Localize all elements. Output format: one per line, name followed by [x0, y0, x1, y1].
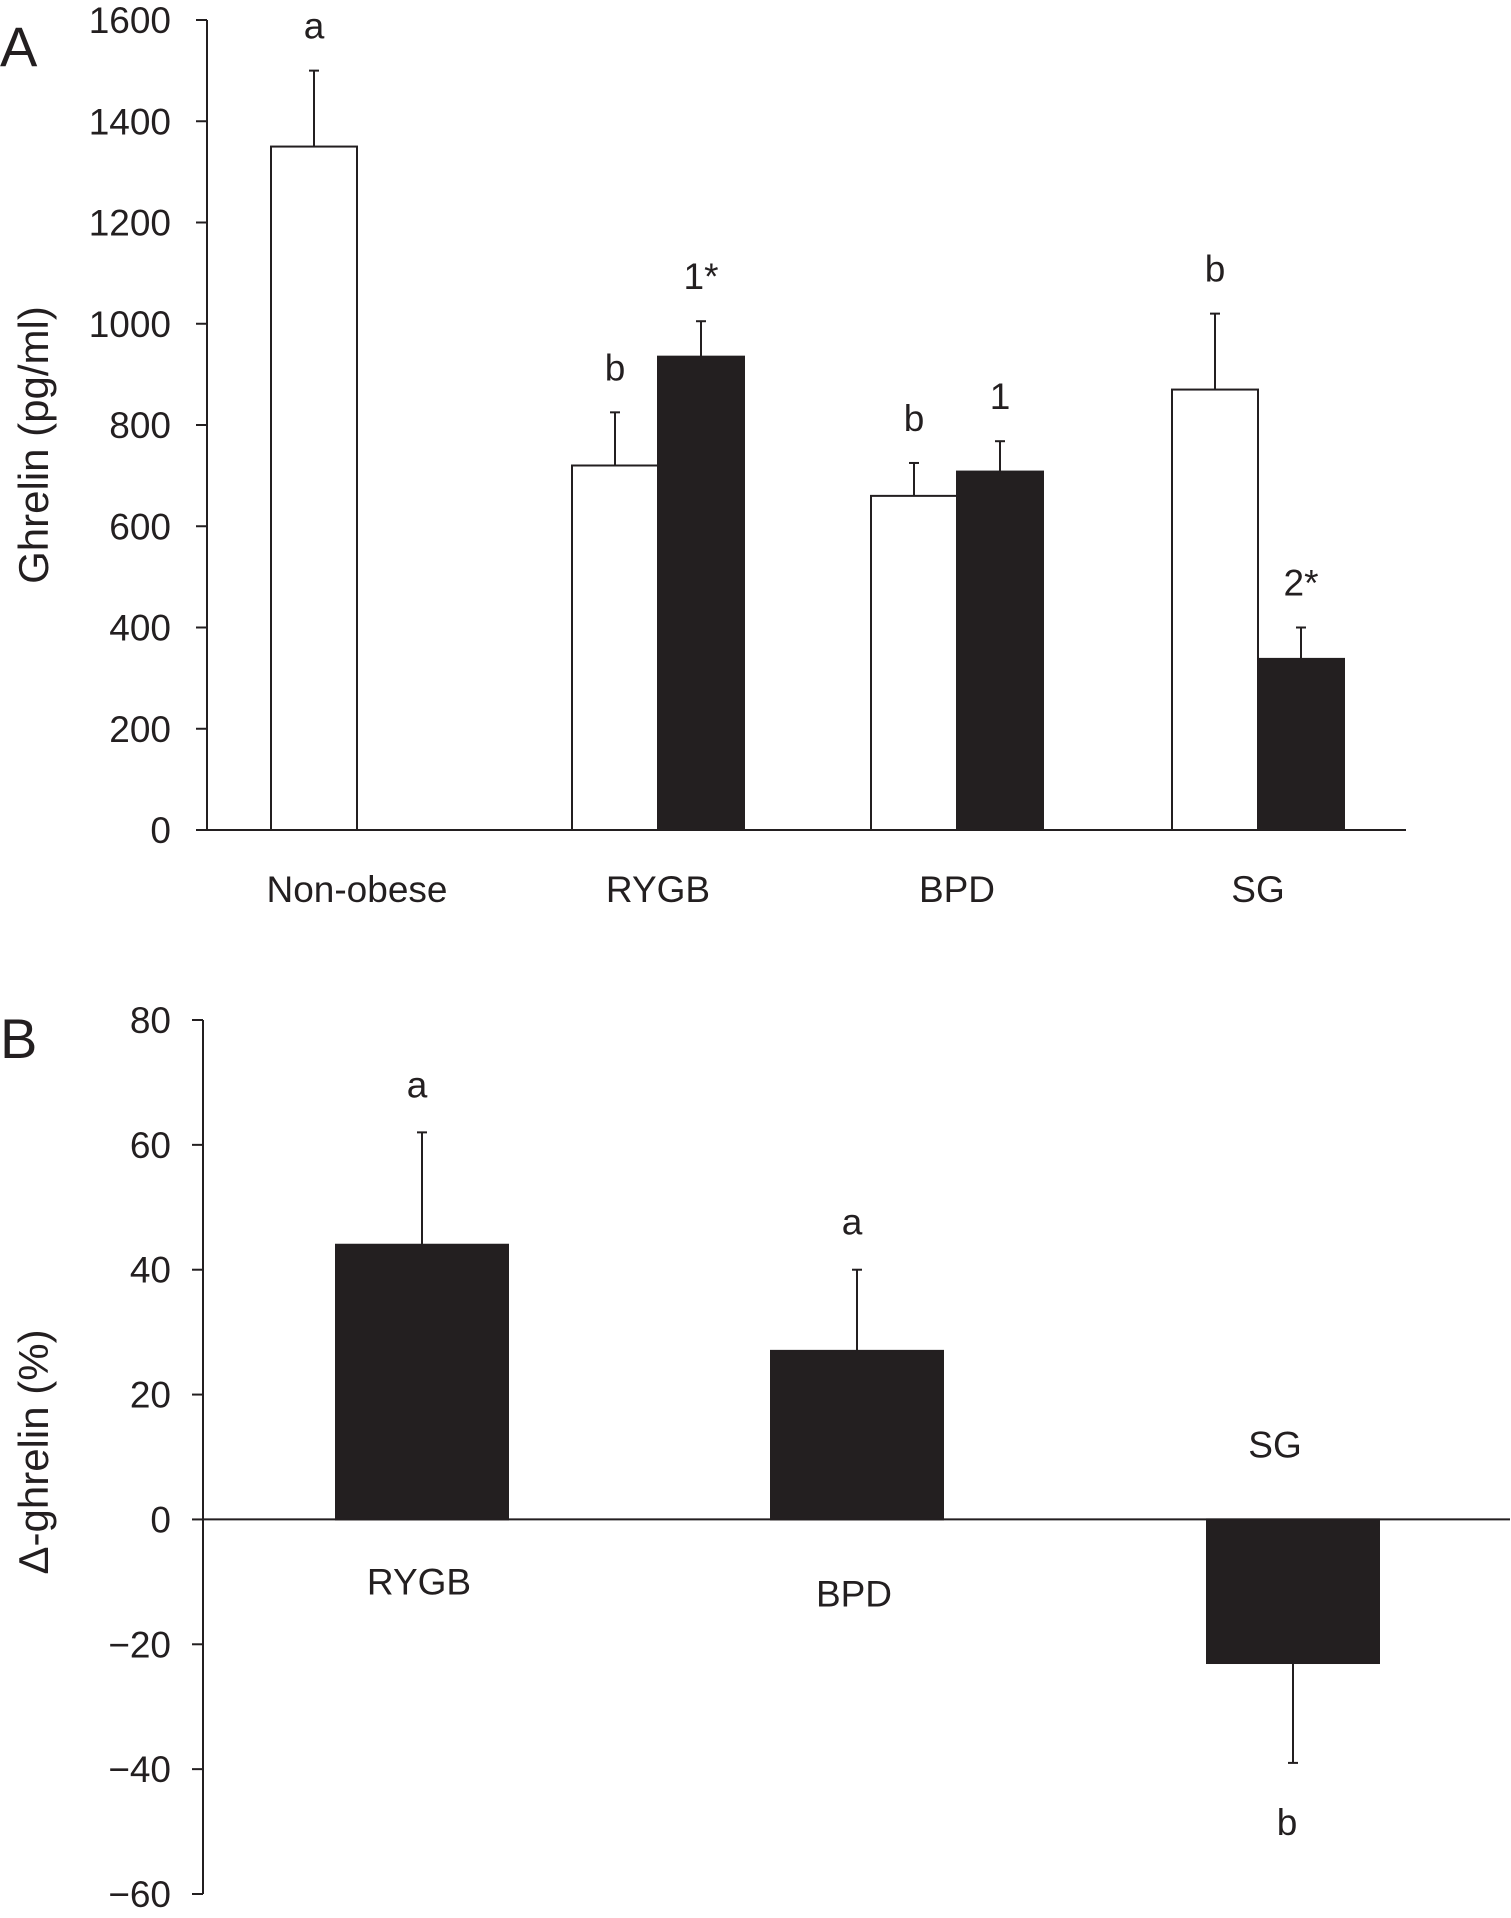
panel-b-chart: B Δ-ghrelin (%) 80 60 40 20 0 −20 −40 −60 a RYGB a…	[0, 1000, 1510, 1915]
panel-a-chart: A Ghrelin (pg/ml) 0 200 400 600 800 1000 1200 1…	[0, 0, 1406, 910]
panel-b-significance-label: a	[407, 1064, 428, 1105]
panel-b-significance-label: a	[842, 1202, 863, 1243]
panel-a-category-label: BPD	[919, 869, 995, 910]
panel-a-significance-label: 1	[990, 376, 1011, 417]
panel-a-bar	[571, 464, 659, 831]
panel-b-category-label: SG	[1248, 1424, 1301, 1465]
panel-a-bar	[870, 494, 958, 831]
panel-a-bar	[657, 355, 745, 831]
panel-a-y-tick-label: 0	[150, 810, 171, 851]
panel-b-letter: B	[0, 1007, 37, 1070]
panel-a-significance-label: 2*	[1284, 563, 1319, 604]
panel-a-bar	[956, 470, 1044, 831]
panel-a-letter: A	[0, 15, 38, 78]
panel-b-y-tick-label: 80	[130, 1000, 171, 1041]
panel-a-bar	[1171, 388, 1259, 831]
panel-b-category-label: RYGB	[367, 1561, 471, 1602]
panel-a-significance-label: b	[605, 347, 626, 388]
panel-b-bar	[1206, 1518, 1380, 1665]
panel-b-y-tick-label: 0	[150, 1499, 171, 1540]
panel-b-y-tick-label: −60	[108, 1874, 171, 1915]
panel-a-bar	[1257, 657, 1345, 832]
panel-a-y-tick-label: 1200	[89, 203, 171, 244]
panel-b-y-tick-label: −20	[108, 1624, 171, 1665]
panel-a-y-tick-label: 400	[109, 608, 171, 649]
panel-a-significance-label: 1*	[684, 256, 719, 297]
panel-a-significance-label: a	[304, 6, 325, 47]
panel-a-category-label: SG	[1231, 869, 1284, 910]
panel-b-y-axis-label: Δ-ghrelin (%)	[10, 1329, 57, 1574]
panel-a-y-tick-label: 800	[109, 405, 171, 446]
panel-a-y-tick-label: 600	[109, 506, 171, 547]
panel-b-significance-label: b	[1277, 1802, 1298, 1843]
panel-a-y-tick-label: 200	[109, 709, 171, 750]
panel-a-significance-label: b	[1205, 249, 1226, 290]
panel-b-y-tick-label: 20	[130, 1375, 171, 1416]
panel-a-y-tick-label: 1400	[89, 101, 171, 142]
panel-b-bar	[770, 1349, 944, 1521]
panel-b-y-tick-label: −40	[108, 1749, 171, 1790]
panel-a-category-label: Non-obese	[266, 869, 447, 910]
panel-a-bar	[270, 145, 358, 831]
panel-a-y-tick-label: 1600	[89, 0, 171, 41]
panel-b-y-tick-label: 40	[130, 1250, 171, 1291]
panel-a-significance-label: b	[904, 398, 925, 439]
panel-a-category-label: RYGB	[606, 869, 710, 910]
panel-a-y-tick-label: 1000	[89, 304, 171, 345]
panel-a-y-axis-label: Ghrelin (pg/ml)	[10, 306, 57, 584]
panel-b-category-label: BPD	[816, 1573, 892, 1614]
panel-b-y-tick-label: 60	[130, 1125, 171, 1166]
panel-b-bar	[335, 1243, 509, 1521]
